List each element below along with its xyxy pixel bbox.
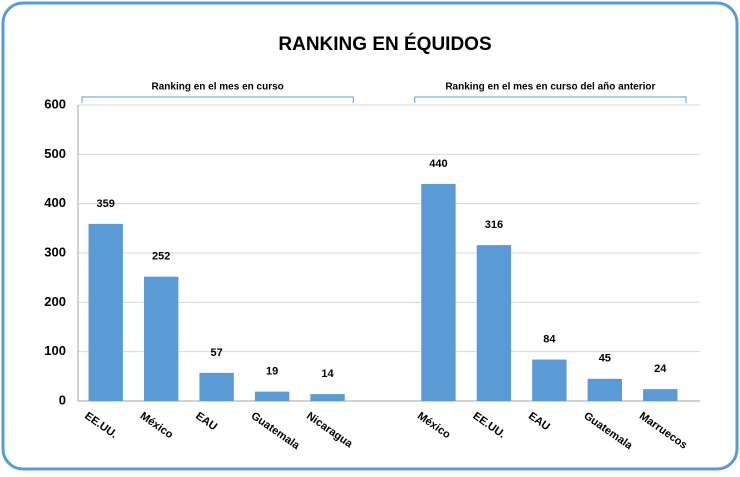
bar	[476, 245, 512, 401]
bar	[199, 372, 234, 401]
bar	[421, 183, 456, 401]
value-label: 252	[152, 251, 170, 263]
chart-title: RANKING EN ÉQUIDOS	[278, 33, 491, 55]
y-tick-label: 600	[44, 96, 66, 111]
value-label: 359	[97, 198, 115, 210]
bar	[587, 378, 623, 401]
value-label: 24	[654, 363, 667, 375]
y-tick-label: 500	[44, 146, 66, 161]
value-label: 440	[429, 158, 447, 170]
y-tick-label: 200	[44, 294, 66, 309]
annotation: Ranking en el mes en curso del año anter…	[445, 82, 655, 93]
bar	[143, 276, 179, 401]
value-label: 45	[599, 353, 611, 365]
bar	[88, 223, 123, 401]
value-label: 19	[266, 366, 278, 378]
bracket	[414, 96, 687, 103]
y-tick-label: 400	[44, 195, 66, 210]
value-label: 84	[543, 333, 556, 345]
bar	[532, 359, 567, 401]
bar	[643, 389, 678, 401]
value-label: 316	[485, 219, 503, 231]
y-tick-label: 100	[44, 343, 66, 358]
value-label: 57	[211, 347, 223, 359]
value-label: 14	[321, 368, 334, 380]
annotation: Ranking en el mes en curso	[152, 82, 284, 93]
y-tick-label: 300	[44, 244, 66, 259]
bar	[254, 391, 290, 401]
bracket	[81, 96, 354, 103]
y-tick-label: 0	[59, 392, 66, 407]
bar	[310, 394, 345, 401]
